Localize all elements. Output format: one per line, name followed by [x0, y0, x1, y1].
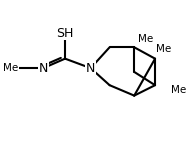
- Text: SH: SH: [56, 27, 74, 40]
- Text: N: N: [86, 62, 95, 75]
- Text: Me: Me: [171, 85, 186, 95]
- Text: N: N: [39, 62, 48, 75]
- Text: Me: Me: [3, 63, 19, 73]
- Text: Me: Me: [156, 44, 171, 54]
- Text: Me: Me: [138, 34, 153, 44]
